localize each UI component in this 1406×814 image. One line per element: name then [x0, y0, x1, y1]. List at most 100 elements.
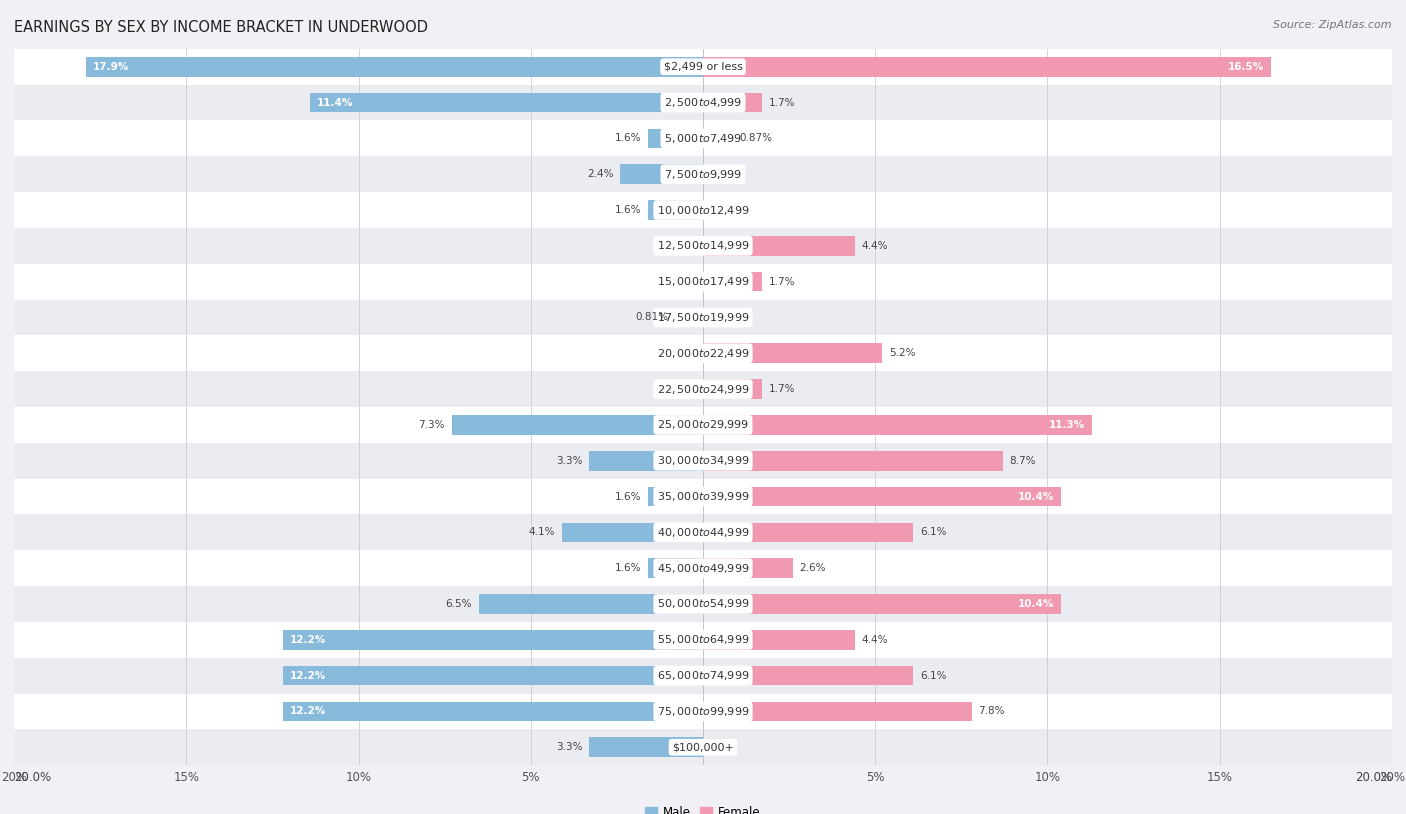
Text: 1.7%: 1.7% — [769, 384, 794, 394]
Text: 1.6%: 1.6% — [614, 492, 641, 501]
Text: 11.4%: 11.4% — [318, 98, 353, 107]
Bar — [14, 407, 1392, 443]
Bar — [14, 85, 1392, 120]
Text: $45,000 to $49,999: $45,000 to $49,999 — [657, 562, 749, 575]
Text: $2,500 to $4,999: $2,500 to $4,999 — [664, 96, 742, 109]
Bar — [14, 622, 1392, 658]
Bar — [648, 558, 703, 578]
Text: $40,000 to $44,999: $40,000 to $44,999 — [657, 526, 749, 539]
Text: 1.6%: 1.6% — [614, 133, 641, 143]
Text: $22,500 to $24,999: $22,500 to $24,999 — [657, 383, 749, 396]
Bar — [562, 523, 703, 542]
Bar — [703, 93, 762, 112]
Text: 3.3%: 3.3% — [555, 742, 582, 752]
Bar — [14, 694, 1392, 729]
Bar — [648, 487, 703, 506]
Text: $65,000 to $74,999: $65,000 to $74,999 — [657, 669, 749, 682]
Bar — [14, 550, 1392, 586]
Text: 7.8%: 7.8% — [979, 707, 1005, 716]
Bar — [451, 415, 703, 435]
Bar — [14, 658, 1392, 694]
Text: $30,000 to $34,999: $30,000 to $34,999 — [657, 454, 749, 467]
Bar — [703, 630, 855, 650]
Bar — [703, 344, 882, 363]
Bar — [14, 729, 1392, 765]
Bar — [14, 228, 1392, 264]
Text: 4.4%: 4.4% — [862, 635, 889, 645]
Text: $17,500 to $19,999: $17,500 to $19,999 — [657, 311, 749, 324]
Bar — [703, 415, 1092, 435]
Text: 20.0%: 20.0% — [1355, 771, 1392, 784]
Text: 5.2%: 5.2% — [889, 348, 915, 358]
Bar — [14, 192, 1392, 228]
Text: 4.1%: 4.1% — [529, 527, 555, 537]
Bar — [14, 264, 1392, 300]
Text: 8.7%: 8.7% — [1010, 456, 1036, 466]
Text: 2.4%: 2.4% — [586, 169, 613, 179]
Bar — [14, 335, 1392, 371]
Text: 1.7%: 1.7% — [769, 98, 794, 107]
Text: 1.6%: 1.6% — [614, 205, 641, 215]
Text: $100,000+: $100,000+ — [672, 742, 734, 752]
Bar — [283, 630, 703, 650]
Text: 6.1%: 6.1% — [920, 527, 946, 537]
Text: $2,499 or less: $2,499 or less — [664, 62, 742, 72]
Text: $7,500 to $9,999: $7,500 to $9,999 — [664, 168, 742, 181]
Text: 20.0%: 20.0% — [14, 771, 51, 784]
Text: 12.2%: 12.2% — [290, 671, 326, 681]
Bar — [479, 594, 703, 614]
Text: 10.4%: 10.4% — [1018, 599, 1054, 609]
Text: 16.5%: 16.5% — [1229, 62, 1264, 72]
Bar — [14, 479, 1392, 514]
Text: $75,000 to $99,999: $75,000 to $99,999 — [657, 705, 749, 718]
Text: 6.1%: 6.1% — [920, 671, 946, 681]
Text: 1.6%: 1.6% — [614, 563, 641, 573]
Text: $15,000 to $17,499: $15,000 to $17,499 — [657, 275, 749, 288]
Bar — [703, 702, 972, 721]
Text: $5,000 to $7,499: $5,000 to $7,499 — [664, 132, 742, 145]
Bar — [703, 666, 912, 685]
Text: 4.4%: 4.4% — [862, 241, 889, 251]
Bar — [703, 523, 912, 542]
Text: 12.2%: 12.2% — [290, 707, 326, 716]
Text: 11.3%: 11.3% — [1049, 420, 1085, 430]
Text: 7.3%: 7.3% — [418, 420, 444, 430]
Bar — [14, 514, 1392, 550]
Bar — [14, 120, 1392, 156]
Bar — [589, 451, 703, 470]
Text: 0.81%: 0.81% — [636, 313, 668, 322]
Text: $10,000 to $12,499: $10,000 to $12,499 — [657, 204, 749, 217]
Bar — [703, 129, 733, 148]
Bar — [703, 236, 855, 256]
Bar — [14, 156, 1392, 192]
Text: $55,000 to $64,999: $55,000 to $64,999 — [657, 633, 749, 646]
Text: $50,000 to $54,999: $50,000 to $54,999 — [657, 597, 749, 610]
Text: Source: ZipAtlas.com: Source: ZipAtlas.com — [1274, 20, 1392, 30]
Bar — [620, 164, 703, 184]
Bar — [14, 49, 1392, 85]
Bar — [283, 702, 703, 721]
Text: $20,000 to $22,499: $20,000 to $22,499 — [657, 347, 749, 360]
Bar — [14, 300, 1392, 335]
Bar — [703, 594, 1062, 614]
Text: $25,000 to $29,999: $25,000 to $29,999 — [657, 418, 749, 431]
Bar — [14, 586, 1392, 622]
Bar — [703, 558, 793, 578]
Text: 6.5%: 6.5% — [446, 599, 472, 609]
Text: 3.3%: 3.3% — [555, 456, 582, 466]
Text: 10.4%: 10.4% — [1018, 492, 1054, 501]
Legend: Male, Female: Male, Female — [641, 801, 765, 814]
Text: 2.6%: 2.6% — [800, 563, 825, 573]
Bar — [703, 379, 762, 399]
Text: $35,000 to $39,999: $35,000 to $39,999 — [657, 490, 749, 503]
Bar — [703, 57, 1271, 77]
Text: 0.87%: 0.87% — [740, 133, 773, 143]
Text: 17.9%: 17.9% — [93, 62, 129, 72]
Bar — [703, 451, 1002, 470]
Bar — [648, 200, 703, 220]
Text: 12.2%: 12.2% — [290, 635, 326, 645]
Bar — [283, 666, 703, 685]
Bar — [14, 371, 1392, 407]
Text: EARNINGS BY SEX BY INCOME BRACKET IN UNDERWOOD: EARNINGS BY SEX BY INCOME BRACKET IN UND… — [14, 20, 427, 35]
Bar — [703, 272, 762, 291]
